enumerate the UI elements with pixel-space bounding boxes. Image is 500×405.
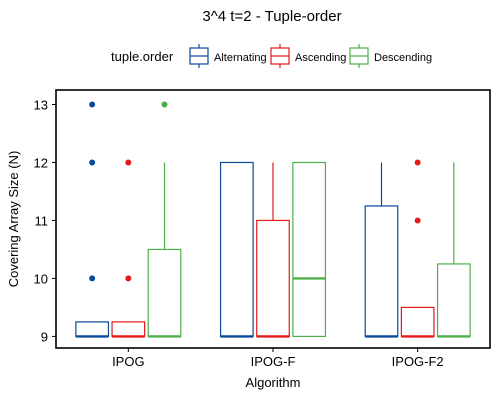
legend-label: Ascending <box>295 52 346 64</box>
box-rect <box>364 205 399 338</box>
plot-frame <box>55 89 491 349</box>
outlier-point <box>89 159 96 166</box>
box-descending-ipog <box>147 101 182 338</box>
x-tick-label: IPOG-F <box>251 354 296 369</box>
y-axis: 9 10 11 12 13 <box>34 97 56 344</box>
box-rect <box>400 306 435 338</box>
outlier-point <box>414 159 421 166</box>
x-axis-title: Algorithm <box>246 375 301 390</box>
outlier-point <box>161 101 168 108</box>
outlier-point <box>89 275 96 282</box>
legend-label: Descending <box>374 52 432 64</box>
legend-items: Alternating Ascending Descending <box>189 44 432 68</box>
y-tick-label: 11 <box>35 213 49 228</box>
box-alternating-ipog <box>75 101 110 338</box>
box-ascending-ipog-f <box>256 162 290 338</box>
outlier-point <box>125 159 132 166</box>
box-descending-ipog-f <box>292 161 327 338</box>
plot-area: 9 10 11 12 13 IPOG IPOG-F IPOG-F2 <box>34 89 491 369</box>
box-rect <box>292 161 327 338</box>
box-rect <box>256 219 290 338</box>
legend-label: Alternating <box>214 52 267 64</box>
x-tick-label: IPOG-F2 <box>392 354 444 369</box>
outlier-point <box>414 217 421 224</box>
box-rect <box>111 321 146 338</box>
box-rect <box>147 248 182 338</box>
y-axis-title: Covering Array Size (N) <box>6 151 21 288</box>
box-descending-ipog-f2 <box>436 162 471 338</box>
legend-item-ascending: Ascending <box>270 44 346 68</box>
x-axis: IPOG IPOG-F IPOG-F2 <box>112 348 444 369</box>
y-tick-label: 10 <box>34 271 48 286</box>
box-ascending-ipog <box>111 159 146 338</box>
x-tick-label: IPOG <box>112 354 145 369</box>
box-alternating-ipog-f2 <box>364 162 399 338</box>
y-tick-label: 9 <box>41 329 48 344</box>
legend-item-alternating: Alternating <box>189 44 267 68</box>
outlier-point <box>125 275 132 282</box>
box-alternating-ipog-f <box>219 161 254 338</box>
box-rect <box>436 263 471 338</box>
chart-title: 3^4 t=2 - Tuple-order <box>202 8 341 25</box>
legend-title: tuple.order <box>111 49 174 64</box>
box-rect <box>219 161 254 338</box>
box-rect <box>75 321 110 338</box>
y-tick-label: 12 <box>34 155 48 170</box>
legend-item-descending: Descending <box>349 44 432 68</box>
legend: tuple.order Alternating Ascending Descendi… <box>111 44 432 68</box>
boxes <box>75 101 471 338</box>
box-ascending-ipog-f2 <box>400 159 435 338</box>
y-tick-label: 13 <box>34 97 48 112</box>
outlier-point <box>89 101 96 108</box>
